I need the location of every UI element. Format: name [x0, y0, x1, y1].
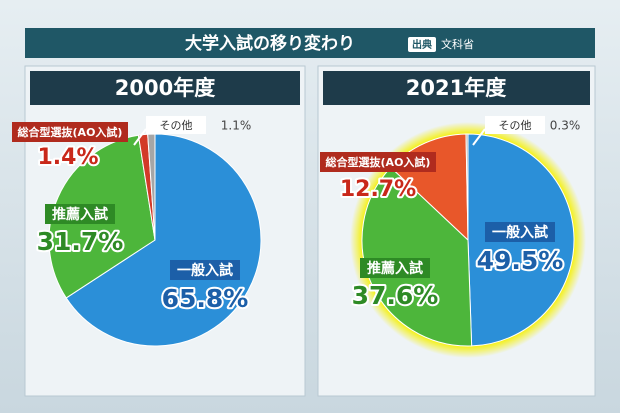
category-label: 一般入試: [177, 262, 233, 279]
pie-slice: [465, 133, 469, 241]
category-label: 総合型選抜(AO入試): [18, 125, 123, 139]
value-label: 49.5%: [477, 246, 564, 275]
leader-line: [133, 128, 147, 146]
category-label: その他: [160, 119, 193, 132]
category-box: [485, 222, 555, 242]
source-badge: [408, 37, 436, 52]
pie-slice: [361, 166, 473, 347]
value-label: 65.8%: [162, 284, 249, 313]
category-box: [146, 116, 206, 134]
category-box: [320, 152, 436, 172]
category-label: 総合型選抜(AO入試): [326, 155, 431, 169]
source-label: 出典: [412, 38, 432, 51]
value-label: 1.4%: [37, 145, 98, 170]
category-label: 推薦入試: [52, 206, 108, 223]
panel-title-bar: [30, 71, 300, 105]
category-label: 一般入試: [492, 224, 548, 241]
header-bar: [25, 28, 595, 58]
category-label: その他: [499, 119, 532, 132]
panel-title-bar: [323, 71, 590, 105]
panel-title: 2000年度: [115, 76, 215, 100]
category-box: [12, 122, 128, 142]
pie-slice: [65, 133, 262, 347]
category-box: [485, 116, 545, 134]
category-box: [45, 204, 115, 224]
source: 文科省: [441, 37, 474, 51]
category-label: 推薦入試: [367, 260, 423, 277]
category-box: [360, 258, 430, 278]
value-label: 37.6%: [352, 281, 439, 310]
category-box: [170, 260, 240, 280]
value-label: 31.7%: [37, 227, 124, 256]
header-title: 大学入試の移り変わり: [185, 33, 355, 54]
value-label: 0.3%: [550, 119, 581, 133]
value-label: 12.7%: [340, 177, 416, 202]
leader-line: [472, 128, 486, 146]
panel-title: 2021年度: [406, 76, 506, 100]
value-label: 1.1%: [221, 119, 252, 133]
